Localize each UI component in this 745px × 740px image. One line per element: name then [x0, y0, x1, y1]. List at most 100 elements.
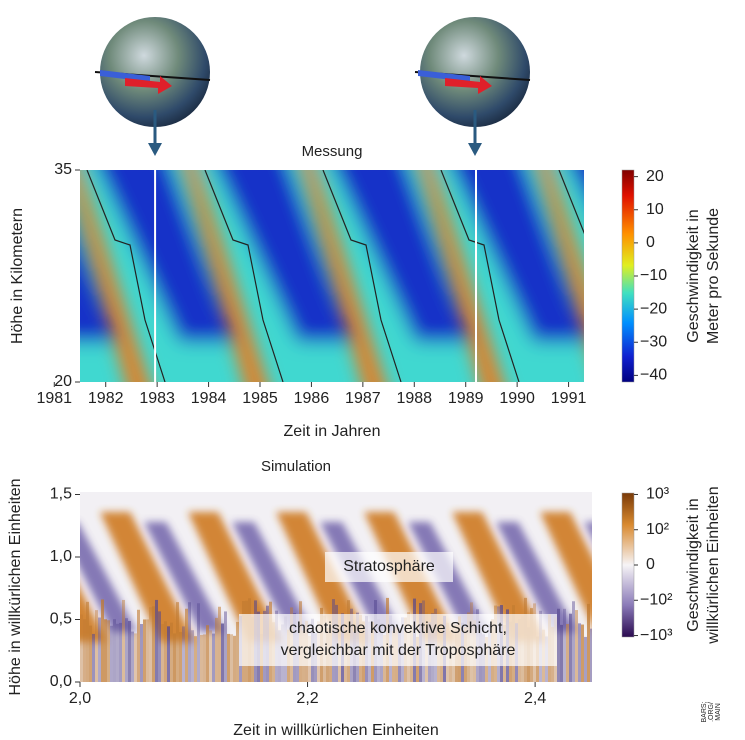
noise-strip	[185, 608, 188, 682]
contour	[440, 170, 520, 382]
y-tick-label: 0,5	[50, 611, 72, 628]
y-axis-label: Höhe in Kilometern	[9, 208, 26, 344]
noise-strip	[569, 613, 572, 682]
noise-strip	[209, 630, 212, 682]
noise-strip	[233, 635, 236, 682]
contour	[322, 170, 402, 382]
noise-strip	[143, 619, 146, 682]
noise-strip	[578, 623, 581, 682]
annotation-box	[239, 614, 557, 666]
noise-strip	[215, 617, 218, 682]
noise-strip	[584, 636, 587, 682]
x-tick-label: 2,0	[69, 690, 91, 707]
noise-strip	[155, 599, 158, 682]
noise-strip	[212, 633, 215, 682]
heatmap-blue	[99, 170, 235, 342]
noise-strip	[134, 633, 137, 682]
colorbar-tick-label: −10²	[640, 591, 673, 608]
colorbar-tick-label: −40	[640, 367, 667, 384]
noise-strip	[230, 634, 233, 682]
heatmap-cyan	[663, 150, 745, 402]
heatmap	[80, 150, 745, 402]
y-tick-label: 1,5	[50, 486, 72, 503]
colorbar-tick-label: −10	[640, 267, 667, 284]
noise-strip	[152, 606, 155, 682]
noise-strip	[563, 608, 566, 682]
x-tick-label: 2,2	[296, 690, 318, 707]
noise-strip	[566, 623, 569, 682]
heatmap-blue	[571, 170, 584, 197]
y-tick-label: 35	[54, 161, 72, 178]
noise-strip	[188, 602, 191, 682]
annotation-box	[325, 552, 453, 582]
noise-strip	[176, 602, 179, 682]
noise-strip	[221, 623, 224, 682]
noise-strip	[80, 614, 83, 682]
noise-strip	[104, 619, 107, 682]
noise-strip	[236, 621, 239, 682]
x-tick-label: 1985	[242, 390, 278, 407]
noise-strip	[560, 624, 563, 682]
noise-strip	[206, 625, 209, 682]
x-tick-label: 1989	[448, 390, 484, 407]
y-tick-label: 1,0	[50, 548, 72, 565]
contour	[204, 170, 284, 382]
heatmap-blue	[217, 170, 353, 342]
noise-strip	[575, 610, 578, 682]
noise-strip	[158, 611, 161, 682]
y-tick-label: 0,0	[50, 673, 72, 690]
noise-strip	[137, 609, 140, 682]
noise-strip	[587, 603, 590, 682]
globe-right	[414, 17, 531, 156]
colorbar-label: Geschwindigkeit in	[685, 498, 702, 631]
noise-strip	[101, 599, 104, 682]
heatmap-orange	[452, 512, 547, 642]
noise-strip	[170, 622, 173, 682]
colorbar-tick-label: 20	[646, 168, 664, 185]
noise-strip	[197, 603, 200, 682]
colorbar-tick-label: 0	[646, 234, 655, 251]
colorbar-label: Geschwindigkeit in	[685, 209, 702, 342]
noise-strip	[128, 620, 131, 682]
x-axis-label: Zeit in Jahren	[284, 423, 381, 440]
noise-strip	[572, 601, 575, 682]
heatmap-bands	[80, 150, 745, 402]
noise-strip	[98, 617, 101, 682]
y-tick-label: 20	[54, 373, 72, 390]
colorbar-tick-label: −10³	[640, 627, 673, 644]
x-tick-label: 1986	[294, 390, 330, 407]
heatmap-cyan	[551, 170, 584, 270]
colorbar-tick-label: 10²	[646, 521, 670, 538]
noise-strip	[191, 630, 194, 682]
contour	[558, 170, 584, 235]
heatmap-orange	[540, 512, 592, 625]
x-tick-label: 1987	[345, 390, 381, 407]
colorbar	[621, 492, 635, 638]
heatmap-purple	[232, 522, 313, 632]
noise-strip	[107, 620, 110, 682]
y-axis-label: Höhe in willkürlichen Einheiten	[7, 478, 24, 695]
noise-strip	[203, 634, 206, 682]
credit: .ORG/	[708, 702, 715, 722]
globe-left	[94, 17, 211, 156]
x-axis-label: Zeit in willkürlichen Einheiten	[233, 722, 438, 739]
x-tick-label: 1981	[36, 390, 72, 407]
chart-title: Messung	[302, 143, 363, 160]
noise-strip	[95, 610, 98, 682]
annotation: Stratosphäre	[343, 558, 435, 575]
noise-strip	[116, 623, 119, 682]
x-tick-label: 1984	[191, 390, 227, 407]
colorbar-tick-label: −30	[640, 333, 667, 350]
noise-strip	[227, 633, 230, 682]
noise-strip	[122, 599, 125, 682]
colorbar-label: Meter pro Sekunde	[705, 208, 722, 344]
noise-strip	[557, 608, 560, 682]
noise-strip	[161, 624, 164, 682]
heatmap-blue	[80, 240, 117, 342]
noise-strip	[167, 626, 170, 682]
annotation: vergleichbar mit der Troposphäre	[281, 642, 516, 659]
noise-strip	[179, 631, 182, 682]
noise-strip	[173, 633, 176, 682]
colorbar-tick-label: 10	[646, 201, 664, 218]
